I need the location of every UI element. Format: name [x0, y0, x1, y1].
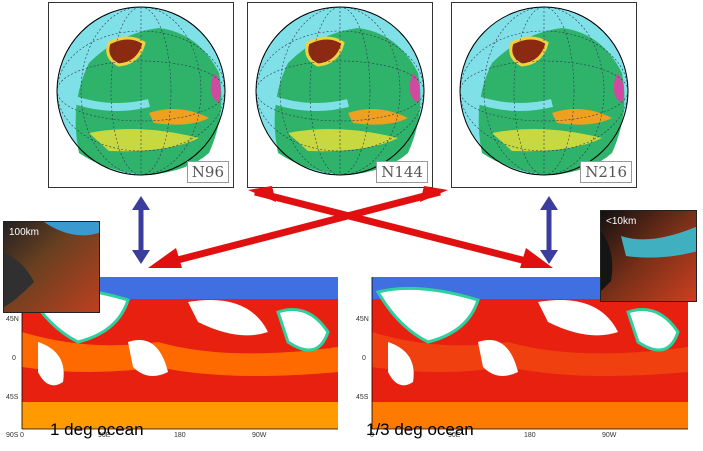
- lon-tick: 0: [370, 432, 374, 439]
- lat-tick: 45N: [6, 316, 19, 323]
- globe-map-n216: [459, 6, 629, 176]
- lon-tick: 180: [174, 432, 186, 439]
- resolution-label-n96: N96: [186, 161, 229, 183]
- coupling-arrow-right: [540, 196, 558, 264]
- resolution-label-n216: N216: [580, 161, 632, 183]
- inset-resolution-label: 100km: [9, 227, 40, 238]
- lon-tick: 90E: [98, 432, 111, 439]
- resolution-label-n144: N144: [376, 161, 428, 183]
- lat-tick: 45S: [6, 394, 19, 401]
- cross-arrow-to-n216: [420, 186, 448, 202]
- sst-inset-100km: [4, 222, 99, 312]
- cross-arrow-to-1deg: [148, 188, 441, 268]
- inset-image-10km: <10km: [600, 210, 697, 302]
- lon-tick: 0: [20, 432, 24, 439]
- lat-tick: 0: [12, 355, 16, 362]
- lat-tick: 0: [362, 355, 366, 362]
- inset-image-100km: 100km: [3, 221, 100, 313]
- cross-arrow-to-n96: [248, 186, 276, 202]
- globe-panel-n96: N96: [48, 2, 234, 188]
- globe-map-n144: [255, 6, 425, 176]
- inset-resolution-label: <10km: [606, 216, 637, 227]
- coupling-arrow-left: [132, 196, 150, 264]
- ocean-field-third-deg: [371, 277, 688, 430]
- lat-tick: 90S: [6, 432, 19, 439]
- lat-tick: 45S: [356, 394, 369, 401]
- ocean-resolution-title: 1 deg ocean: [50, 420, 144, 439]
- globe-panel-n144: N144: [247, 2, 433, 188]
- globe-panel-n216: N216: [451, 2, 637, 188]
- lat-tick: 45N: [356, 316, 369, 323]
- ocean-map-third-deg: 45N 0 45S 0 90E 180 90W 1/3 deg ocean: [356, 272, 688, 442]
- cross-arrow-to-third-deg: [254, 188, 553, 268]
- globe-map-n96: [56, 6, 226, 176]
- lon-tick: 90E: [448, 432, 461, 439]
- sst-inset-10km: [601, 211, 696, 301]
- lon-tick: 180: [524, 432, 536, 439]
- lon-tick: 90W: [252, 432, 267, 439]
- ocean-resolution-title: 1/3 deg ocean: [366, 420, 474, 439]
- lon-tick: 90W: [602, 432, 617, 439]
